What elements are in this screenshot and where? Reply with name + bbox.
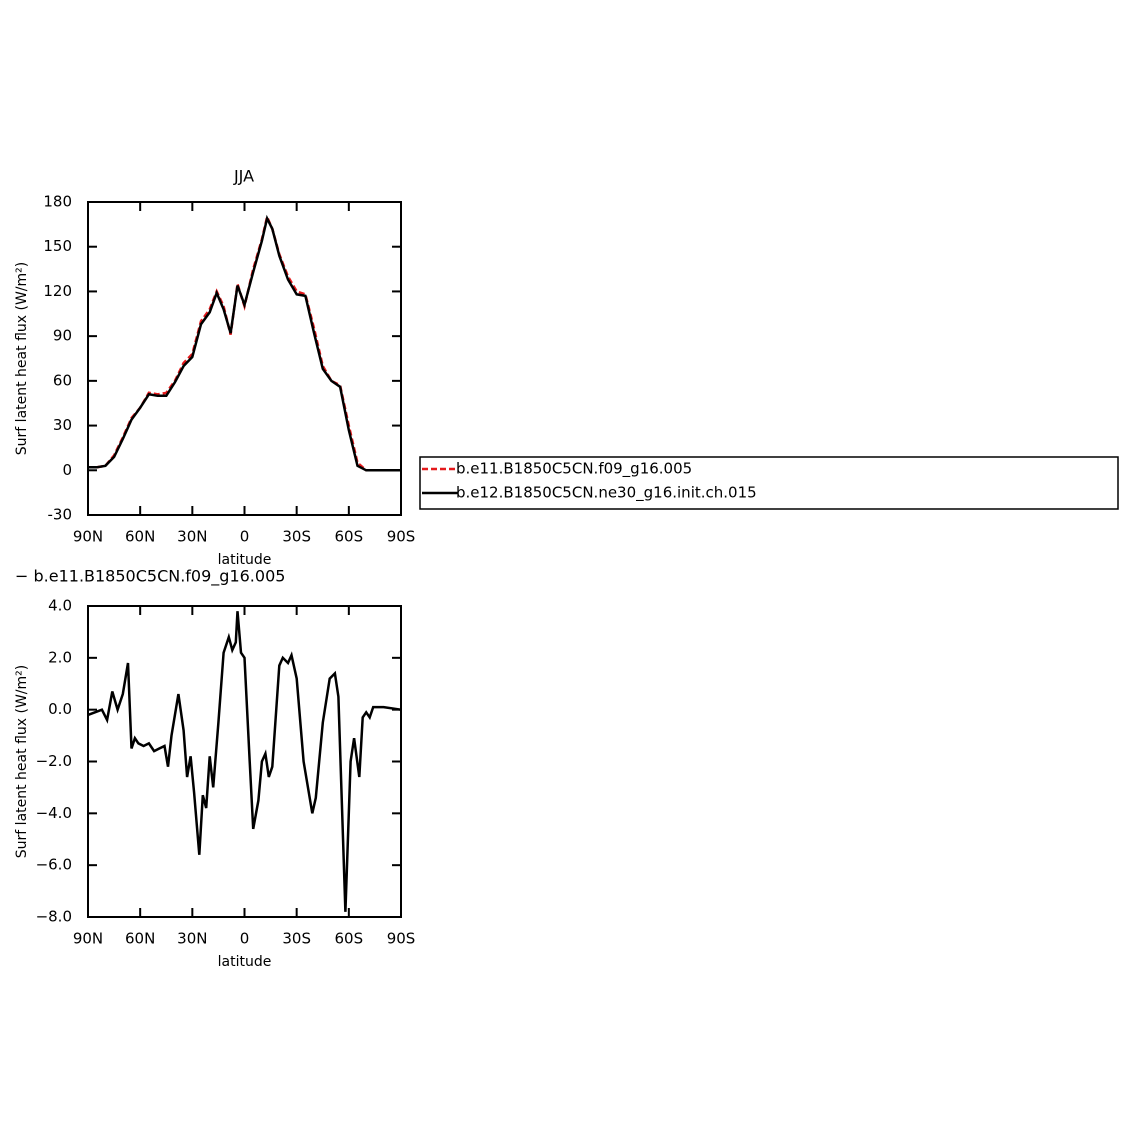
y-tick-label: -30 bbox=[48, 506, 73, 524]
y-tick-label: −8.0 bbox=[36, 908, 72, 926]
x-tick-label: 90N bbox=[73, 930, 103, 948]
x-axis-label: latitude bbox=[218, 552, 272, 568]
x-tick-label: 30N bbox=[177, 528, 207, 546]
legend-box bbox=[419, 456, 1119, 510]
y-tick-label: 0.0 bbox=[48, 700, 72, 718]
y-tick-label: −6.0 bbox=[36, 856, 72, 874]
y-tick-label: 2.0 bbox=[48, 648, 72, 666]
series-line bbox=[87, 611, 402, 912]
legend-label: b.e11.B1850C5CN.f09_g16.005 bbox=[456, 460, 692, 479]
x-tick-label: 0 bbox=[240, 528, 250, 546]
y-tick-label: 180 bbox=[43, 193, 72, 211]
x-tick-label: 60N bbox=[125, 528, 155, 546]
y-tick-label: −2.0 bbox=[36, 752, 72, 770]
x-axis-label: latitude bbox=[218, 954, 272, 970]
y-tick-label: 150 bbox=[43, 237, 72, 255]
y-tick-label: 0 bbox=[62, 461, 72, 479]
y-tick-label: 120 bbox=[43, 282, 72, 300]
x-tick-label: 90N bbox=[73, 528, 103, 546]
x-tick-label: 0 bbox=[240, 930, 250, 948]
y-tick-label: 4.0 bbox=[48, 597, 72, 615]
y-axis-label: Surf latent heat flux (W/m²) bbox=[14, 665, 30, 858]
series-line bbox=[88, 212, 401, 472]
x-tick-label: 90S bbox=[387, 528, 416, 546]
y-tick-label: −4.0 bbox=[36, 804, 72, 822]
x-tick-label: 30N bbox=[177, 930, 207, 948]
y-tick-label: 60 bbox=[53, 371, 72, 389]
y-axis-label: Surf latent heat flux (W/m²) bbox=[14, 262, 30, 455]
series-line bbox=[88, 214, 401, 472]
plot-frame bbox=[87, 201, 402, 516]
x-tick-label: 30S bbox=[282, 528, 311, 546]
legend-label: b.e12.B1850C5CN.ne30_g16.init.ch.015 bbox=[456, 484, 757, 503]
x-tick-label: 60S bbox=[335, 930, 364, 948]
x-tick-label: 60N bbox=[125, 930, 155, 948]
y-tick-label: 30 bbox=[53, 416, 72, 434]
plot-frame bbox=[87, 605, 402, 918]
x-tick-label: 90S bbox=[387, 930, 416, 948]
chart-title: JJA bbox=[233, 167, 254, 186]
x-tick-label: 30S bbox=[282, 930, 311, 948]
chart-title: − b.e11.B1850C5CN.f09_g16.005 bbox=[15, 567, 285, 587]
x-tick-label: 60S bbox=[335, 528, 364, 546]
y-tick-label: 90 bbox=[53, 327, 72, 345]
